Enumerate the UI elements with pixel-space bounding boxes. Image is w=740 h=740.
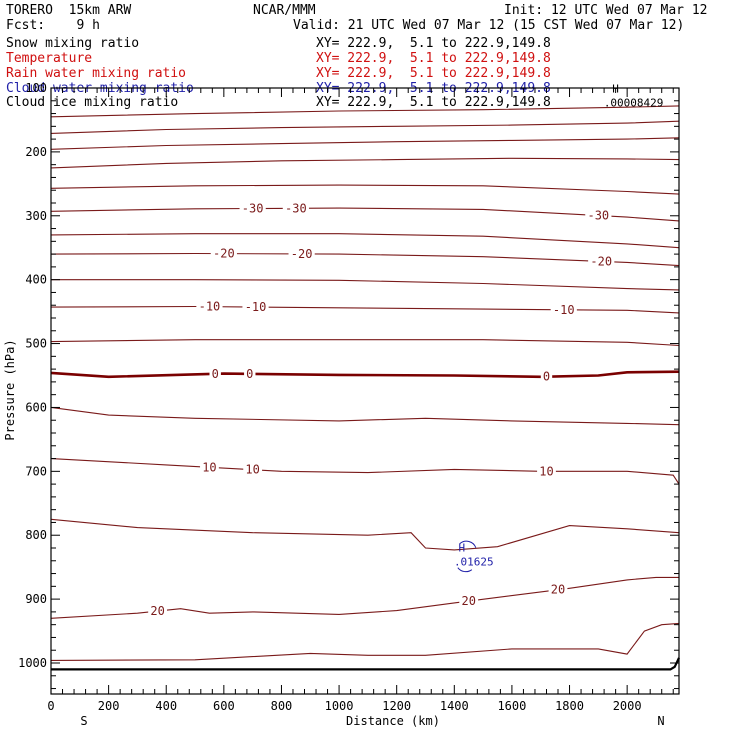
isotherm-label-bg (243, 463, 263, 476)
center-label: NCAR/MMM (253, 3, 316, 18)
isotherm-label-bg (540, 370, 553, 383)
field-name: Cloud ice mixing ratio (6, 95, 179, 110)
isotherm-label-bg (282, 202, 309, 215)
x-tick-label: 200 (98, 699, 120, 713)
model-title: TORERO 15km ARW (6, 3, 132, 18)
isotherm-line (50, 406, 680, 426)
cloud-water-max-value: .01625 (454, 556, 494, 569)
field-name: Rain water mixing ratio (6, 66, 187, 81)
isotherm-label-bg (239, 202, 266, 215)
x-tick-label: 400 (155, 699, 177, 713)
isotherm-label-bg (242, 301, 269, 314)
cloud-water-max-label: H (459, 542, 466, 555)
isotherm-label: 20 (150, 604, 164, 618)
isotherm-label: 0 (246, 367, 253, 381)
field-name: Temperature (6, 51, 93, 66)
isotherm-label-bg (244, 367, 256, 380)
terrain-line (51, 657, 680, 671)
x-end-label-north: N (657, 714, 664, 728)
y-tick-label: 200 (25, 145, 47, 159)
y-tick-label: 600 (25, 400, 47, 414)
isotherm-label: 0 (543, 370, 550, 384)
x-tick-label: 1000 (325, 699, 354, 713)
isotherm-line (50, 157, 680, 169)
isotherm-label-bg (196, 300, 223, 313)
isotherm-line (50, 458, 680, 485)
isotherm-label-bg (288, 247, 315, 260)
isotherm-line (50, 105, 680, 118)
x-axis-label: Distance (km) (346, 714, 440, 728)
field-xy: XY= 222.9, 5.1 to 222.9,149.8 (316, 66, 551, 81)
x-tick-label: 1600 (497, 699, 526, 713)
isotherm-label: 20 (551, 583, 565, 597)
isotherm-label: 0 (212, 367, 219, 381)
isotherm-line (50, 576, 679, 619)
x-tick-label: 800 (271, 699, 293, 713)
isotherm-line (50, 370, 680, 379)
isotherm-label-bg (537, 465, 556, 478)
x-tick-label: 600 (213, 699, 235, 713)
isotherm-label-bg (585, 209, 612, 222)
isotherm-label-bg (588, 255, 615, 268)
y-tick-label: 1000 (18, 656, 47, 670)
cloud-water-contour (459, 540, 477, 548)
isotherm-line (50, 207, 680, 222)
y-tick-label: 100 (25, 81, 47, 95)
upper-max-value: .00008429 (604, 97, 664, 110)
field-xy: XY= 222.9, 5.1 to 222.9,149.8 (316, 36, 551, 51)
isotherm-label: 10 (245, 463, 259, 477)
y-tick-label: 400 (25, 273, 47, 287)
y-tick-label: 900 (25, 592, 47, 606)
init-time: Init: 12 UTC Wed 07 Mar 12 (504, 3, 708, 18)
isotherm-line (50, 120, 680, 134)
field-xy: XY= 222.9, 5.1 to 222.9,149.8 (316, 95, 551, 110)
isotherm-label-bg (148, 605, 167, 618)
cloud-water-contour (457, 567, 473, 573)
x-tick-label: 1400 (440, 699, 469, 713)
x-tick-label: 0 (47, 699, 54, 713)
isotherm-label: 10 (539, 464, 553, 478)
isotherm-label: -10 (553, 303, 575, 317)
valid-time: Valid: 21 UTC Wed 07 Mar 12 (15 CST Wed … (293, 18, 685, 33)
isotherm-label-bg (459, 595, 479, 608)
x-end-label-south: S (80, 714, 87, 728)
isotherm-label-bg (210, 247, 237, 260)
isotherm-label-bg (209, 367, 221, 380)
field-xy: XY= 222.9, 5.1 to 222.9,149.8 (316, 51, 551, 66)
y-tick-label: 700 (25, 464, 47, 478)
forecast-hour: Fcst: 9 h (6, 18, 100, 33)
y-tick-label: 300 (25, 209, 47, 223)
y-axis-label: Pressure (hPa) (3, 339, 17, 440)
x-tick-label: 1800 (555, 699, 584, 713)
y-tick-label: 500 (25, 337, 47, 351)
isotherm-label: -20 (291, 247, 313, 261)
isotherm-line (50, 252, 680, 267)
plot-frame (50, 87, 680, 695)
isotherm-line (50, 339, 680, 347)
isotherm-line (50, 233, 680, 249)
x-tick-label: 2000 (613, 699, 642, 713)
y-tick-label: 800 (25, 528, 47, 542)
isotherm-label: -30 (285, 201, 307, 215)
field-name: Snow mixing ratio (6, 36, 140, 51)
isotherm-label-bg (550, 303, 577, 316)
isotherm-label: 10 (202, 460, 216, 474)
isotherm-label: -30 (587, 209, 609, 223)
isotherm-label: 20 (461, 594, 475, 608)
isotherm-line (50, 137, 680, 150)
isotherm-line (50, 622, 680, 661)
isotherm-label: -20 (590, 254, 612, 268)
isotherm-line (50, 184, 680, 195)
isotherm-line (51, 279, 680, 291)
isotherm-label: -10 (199, 300, 221, 314)
isotherm-label: -20 (213, 247, 235, 261)
isotherm-line (50, 518, 680, 551)
x-tick-label: 1200 (382, 699, 411, 713)
isotherm-line (50, 305, 680, 314)
isotherm-label: -30 (242, 201, 264, 215)
isotherm-label-bg (200, 461, 219, 474)
isotherm-label: -10 (245, 300, 267, 314)
isotherm-label-bg (548, 583, 568, 596)
